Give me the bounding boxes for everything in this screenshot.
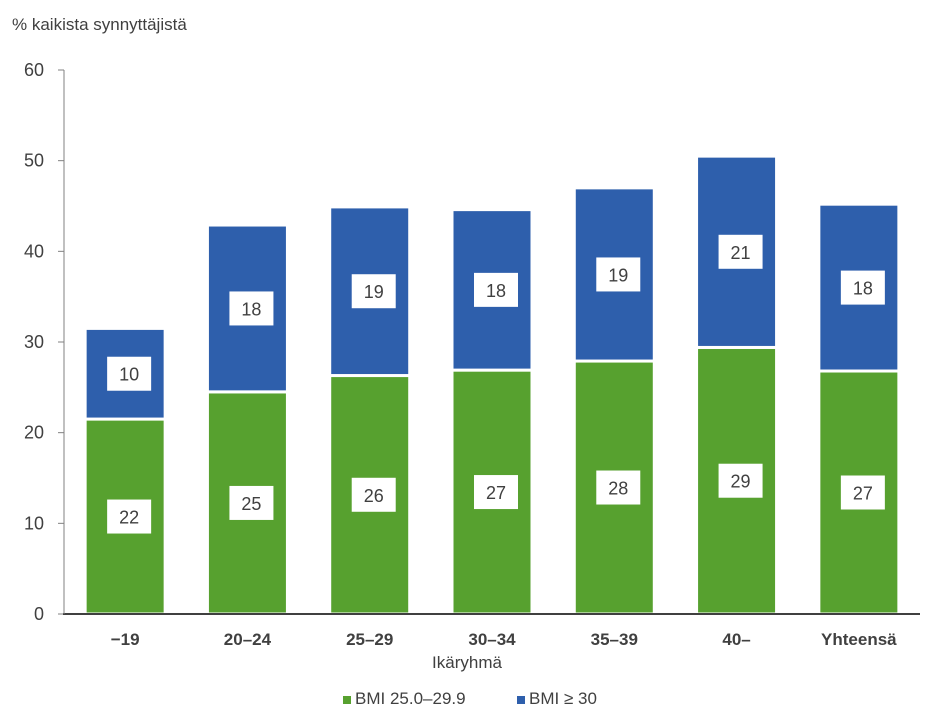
data-label-box	[718, 234, 763, 269]
y-tick-label: 0	[34, 604, 44, 624]
legend-item: BMI 25.0–29.9	[343, 689, 466, 708]
data-labels: 22 10 25 18 26 19 27 18 28 19 29 21 27 18	[107, 234, 885, 534]
x-axis-categories: −19 20–24 25–29 30–34 35–39 40– Yhteensä	[111, 630, 897, 649]
data-label: 28	[608, 479, 628, 499]
y-tick-label: 60	[24, 60, 44, 80]
data-label: 18	[486, 281, 506, 301]
x-tick-label: 40–	[722, 630, 750, 649]
data-label-box	[229, 291, 274, 326]
x-tick-label: 25–29	[346, 630, 393, 649]
data-label: 27	[853, 484, 873, 504]
data-label: 10	[119, 365, 139, 385]
data-label-box	[474, 475, 518, 510]
data-label-box	[596, 257, 641, 292]
x-axis-title: Ikäryhmä	[432, 653, 502, 672]
data-label: 29	[731, 472, 751, 492]
data-label-box	[351, 274, 396, 309]
y-tick-label: 10	[24, 513, 44, 533]
legend-item: BMI ≥ 30	[517, 689, 597, 708]
y-tick-label: 20	[24, 423, 44, 443]
data-label: 18	[241, 299, 261, 319]
data-label: 18	[853, 279, 873, 299]
data-label-box	[229, 485, 274, 520]
bars	[83, 154, 901, 616]
data-label-box	[107, 356, 152, 391]
data-label: 26	[364, 486, 384, 506]
legend-swatch	[517, 696, 525, 704]
legend: BMI 25.0–29.9 BMI ≥ 30	[343, 689, 597, 708]
legend-swatch	[343, 696, 351, 704]
data-label-box	[474, 272, 518, 307]
x-tick-label: −19	[111, 630, 140, 649]
y-tick-label: 50	[24, 151, 44, 171]
data-label-box	[840, 270, 885, 305]
x-tick-label: 35–39	[591, 630, 638, 649]
y-tick-label: 30	[24, 332, 44, 352]
x-tick-label: 20–24	[224, 630, 272, 649]
data-label: 25	[241, 494, 261, 514]
data-label-box	[107, 499, 152, 534]
y-tick-label: 40	[24, 241, 44, 261]
data-label: 19	[608, 265, 628, 285]
data-label-box	[718, 463, 763, 498]
data-label: 21	[731, 243, 751, 263]
data-label-box	[596, 470, 641, 505]
data-label: 22	[119, 508, 139, 528]
legend-label: BMI 25.0–29.9	[355, 689, 466, 708]
y-axis-title: % kaikista synnyttäjistä	[12, 15, 187, 34]
data-label-box	[351, 477, 396, 512]
x-tick-label: Yhteensä	[821, 630, 897, 649]
data-label: 27	[486, 483, 506, 503]
y-axis: 0 10 20 30 40 50 60	[24, 60, 64, 624]
data-label-box	[840, 475, 885, 510]
x-tick-label: 30–34	[468, 630, 516, 649]
data-label: 19	[364, 282, 384, 302]
legend-label: BMI ≥ 30	[529, 689, 597, 708]
